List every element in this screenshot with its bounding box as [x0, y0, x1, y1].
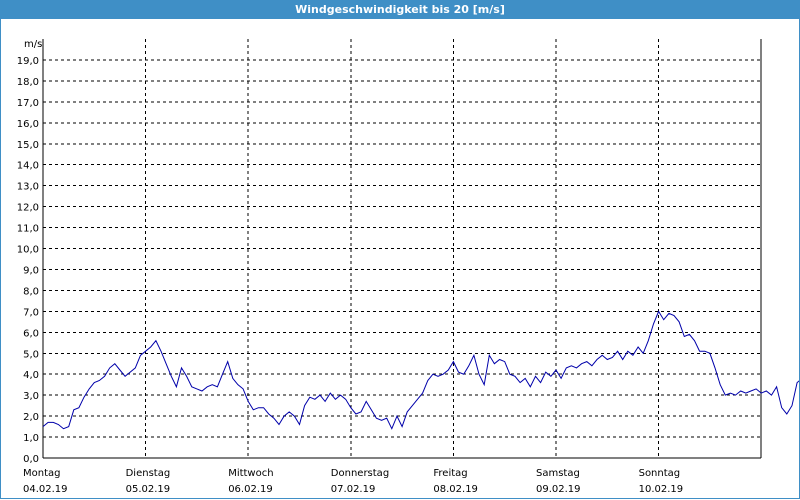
x-day-label: Dienstag — [126, 468, 171, 479]
x-date-label: 07.02.19 — [331, 484, 376, 495]
y-tick-label: 2,0 — [23, 412, 39, 423]
y-tick-label: 0,0 — [23, 454, 39, 465]
x-day-label: Montag — [23, 468, 60, 479]
y-tick-label: 19,0 — [17, 56, 39, 67]
y-tick-label: 6,0 — [23, 328, 39, 339]
x-day-label: Samstag — [536, 468, 580, 479]
y-tick-label: 1,0 — [23, 433, 39, 444]
y-axis-unit-label: m/s — [24, 39, 42, 50]
x-day-label: Mittwoch — [228, 468, 273, 479]
chart-title: Windgeschwindigkeit bis 20 [m/s] — [295, 3, 505, 16]
x-date-label: 08.02.19 — [433, 484, 478, 495]
y-tick-label: 15,0 — [17, 140, 39, 151]
wind-speed-line — [42, 310, 799, 430]
x-date-label: 09.02.19 — [536, 484, 581, 495]
wind-speed-chart: 0,0 1,0 2,0 3,0 4,0 5,0 6,0 7,0 8,0 9,0 10,0 11,0 12… — [17, 39, 799, 495]
x-day-label: Sonntag — [639, 468, 681, 479]
y-tick-label: 7,0 — [23, 307, 39, 318]
y-tick-label: 4,0 — [23, 370, 39, 381]
y-tick-label: 5,0 — [23, 349, 39, 360]
x-day-label: Freitag — [433, 468, 467, 479]
y-tick-label: 10,0 — [17, 245, 39, 256]
x-date-label: 04.02.19 — [23, 484, 68, 495]
chart-title-bar: Windgeschwindigkeit bis 20 [m/s] — [0, 0, 800, 19]
y-tick-label: 13,0 — [17, 182, 39, 193]
y-tick-label: 12,0 — [17, 203, 39, 214]
x-date-label: 05.02.19 — [126, 484, 171, 495]
y-tick-label: 16,0 — [17, 119, 39, 130]
chart-frame: 0,0 1,0 2,0 3,0 4,0 5,0 6,0 7,0 8,0 9,0 10,0 11,0 12… — [0, 19, 800, 499]
y-tick-label: 14,0 — [17, 161, 39, 172]
y-tick-label: 11,0 — [17, 224, 39, 235]
x-date-label: 06.02.19 — [228, 484, 273, 495]
y-tick-label: 3,0 — [23, 391, 39, 402]
y-tick-label: 8,0 — [23, 286, 39, 297]
y-tick-label: 9,0 — [23, 265, 39, 276]
y-tick-label: 17,0 — [17, 98, 39, 109]
x-date-label: 10.02.19 — [639, 484, 684, 495]
y-tick-label: 18,0 — [17, 77, 39, 88]
x-day-label: Donnerstag — [331, 468, 389, 479]
